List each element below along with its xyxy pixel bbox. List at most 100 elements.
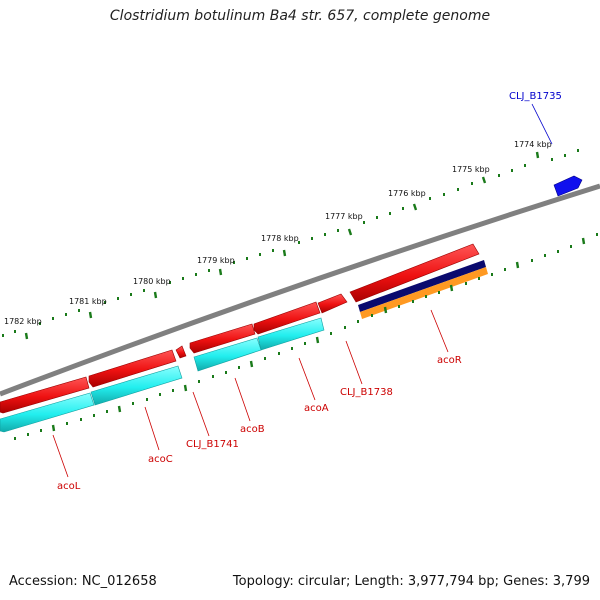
gene-label-acoR: acoR	[437, 355, 462, 366]
gene-label-acoA: acoA	[304, 403, 329, 414]
scale-dot	[337, 229, 339, 232]
scale-dot	[491, 273, 493, 276]
gene-arrow-CLJ_B1741	[175, 345, 187, 359]
gene-arrow-CLJ_B1738	[317, 293, 348, 314]
scale-tick	[282, 249, 287, 257]
scale-dot	[457, 188, 459, 191]
scale-dot	[132, 402, 134, 405]
scale-labels: 1774 kbp 1775 kbp 1776 kbp 1777 kbp 1778…	[4, 140, 552, 326]
gene-arrow-CLJ_B1735	[553, 175, 583, 197]
genome-summary: Topology: circular; Length: 3,977,794 bp…	[232, 574, 590, 589]
gene-label-acoL: acoL	[57, 481, 81, 492]
gene-label-CLJ_B1738: CLJ_B1738	[340, 387, 393, 398]
scale-dot	[357, 320, 359, 323]
scale-dot	[40, 429, 42, 432]
scale-dot	[498, 174, 500, 177]
scale-dot	[259, 253, 261, 256]
gene-label-acoC: acoC	[148, 454, 173, 465]
scale-dot	[398, 305, 400, 308]
gene-arrow-acoC	[88, 349, 177, 388]
genome-backbone	[0, 183, 600, 397]
reverse-strand-genes	[0, 317, 325, 433]
gene-labels: CLJ_B1735 acoR CLJ_B1738 acoA acoB CLJ_B…	[57, 91, 562, 492]
scale-tick	[153, 291, 158, 299]
scale-dot	[246, 257, 248, 260]
scale-dot	[264, 357, 266, 360]
scale-dot	[363, 221, 365, 224]
scale-dot	[117, 297, 119, 300]
scale-dot	[389, 212, 391, 215]
scale-dot	[551, 158, 553, 161]
label-leaders	[52, 103, 553, 478]
gene-block-cyan	[257, 317, 325, 351]
scale-dot	[208, 269, 210, 272]
gene-arrow-acoL	[0, 376, 90, 414]
scale-dot	[544, 254, 546, 257]
scale-dot	[238, 366, 240, 369]
gene-arrow-acoR	[349, 243, 480, 303]
scale-dot	[443, 193, 445, 196]
scale-label: 1779 kbp	[197, 256, 235, 265]
leader-CLJ_B1741	[192, 391, 210, 437]
scale-label: 1781 kbp	[69, 297, 107, 306]
outer-scale-minor-ticks	[2, 149, 579, 337]
gene-label-acoB: acoB	[240, 424, 265, 435]
scale-tick	[51, 424, 56, 432]
gene-band-navy	[358, 260, 486, 312]
scale-dot	[577, 149, 579, 152]
leader-acoC	[144, 406, 160, 451]
scale-dot	[14, 437, 16, 440]
scale-tick	[412, 203, 418, 211]
inner-scale-major-ticks	[51, 237, 586, 432]
gene-block-cyan	[90, 365, 183, 406]
scale-tick	[249, 360, 254, 368]
gene-block-cyan	[0, 392, 95, 433]
scale-dot	[198, 380, 200, 383]
gene-block-cyan	[193, 337, 262, 372]
scale-tick	[315, 336, 320, 344]
scale-dot	[143, 289, 145, 292]
scale-label: 1782 kbp	[4, 317, 42, 326]
scale-dot	[225, 371, 227, 374]
scale-tick	[347, 228, 353, 236]
scale-label: 1775 kbp	[452, 165, 490, 174]
accession-label: Accession: NC_012658	[9, 574, 157, 589]
scale-dot	[39, 322, 41, 325]
scale-dot	[195, 273, 197, 276]
scale-label: 1780 kbp	[133, 277, 171, 286]
scale-dot	[159, 393, 161, 396]
scale-dot	[169, 281, 171, 284]
scale-label: 1778 kbp	[261, 234, 299, 243]
scale-dot	[65, 313, 67, 316]
scale-dot	[52, 317, 54, 320]
scale-dot	[371, 314, 373, 317]
leader-CLJ_B1735	[531, 103, 553, 145]
scale-dot	[511, 169, 513, 172]
scale-dot	[425, 295, 427, 298]
scale-dot	[212, 375, 214, 378]
scale-dot	[146, 398, 148, 401]
scale-tick	[481, 176, 487, 184]
scale-tick	[218, 268, 223, 276]
scale-dot	[478, 277, 480, 280]
scale-dot	[233, 261, 235, 264]
scale-dot	[80, 418, 82, 421]
scale-dot	[531, 259, 533, 262]
scale-dot	[504, 268, 506, 271]
scale-dot	[93, 414, 95, 417]
leader-acoR	[430, 309, 449, 353]
leader-CLJ_B1738	[345, 340, 363, 385]
scale-dot	[2, 334, 4, 337]
scale-dot	[324, 233, 326, 236]
scale-dot	[106, 410, 108, 413]
scale-tick	[449, 284, 454, 292]
scale-dot	[66, 422, 68, 425]
scale-tick	[88, 311, 93, 319]
gene-label-CLJ_B1741: CLJ_B1741	[186, 439, 239, 450]
leader-acoA	[298, 357, 316, 401]
scale-tick	[117, 405, 122, 413]
scale-label: 1774 kbp	[514, 140, 552, 149]
scale-label: 1777 kbp	[325, 212, 363, 221]
scale-dot	[130, 293, 132, 296]
scale-dot	[78, 309, 80, 312]
